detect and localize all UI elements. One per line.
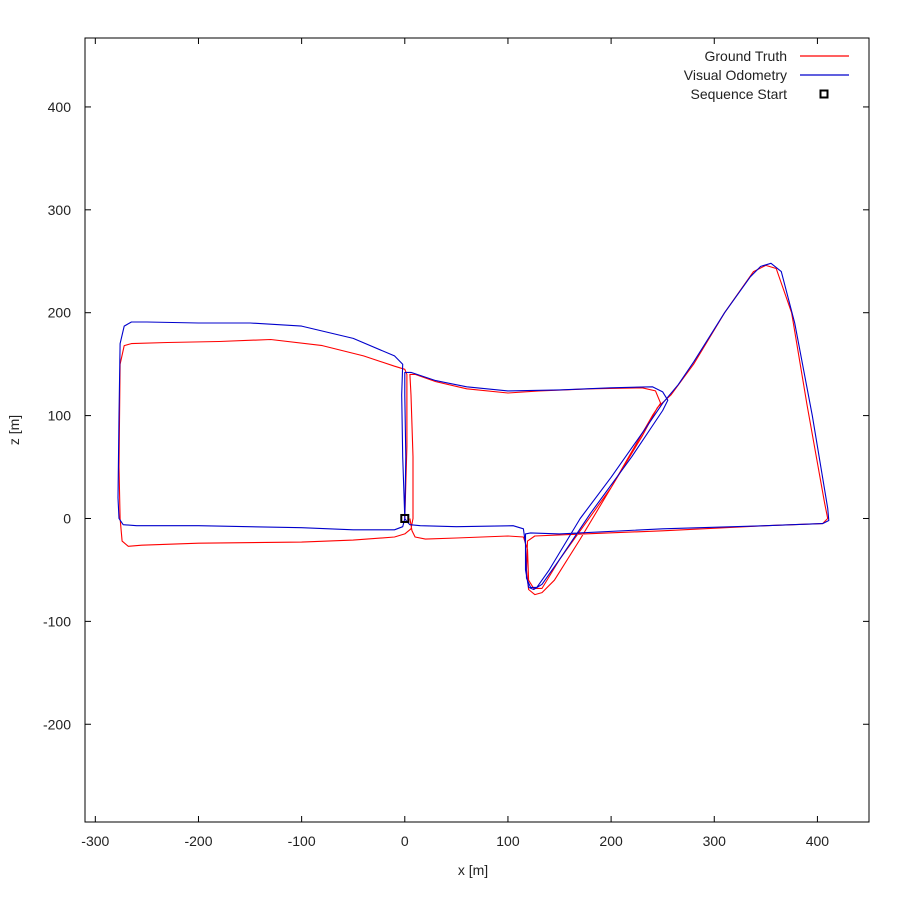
plot-frame [84, 37, 870, 823]
legend-label-visual-odometry: Visual Odometry [684, 67, 787, 83]
y-tick-label: -100 [43, 613, 71, 629]
x-axis-label: x [m] [458, 862, 488, 878]
series-layer [117, 262, 830, 596]
y-axis-label: z [m] [6, 415, 22, 445]
axis-ticks: -300 -200 -100 0 100 200 300 400 -200 -100 0 100 200… [43, 38, 869, 849]
x-tick-label: 100 [496, 833, 520, 849]
ground-truth-line [118, 264, 829, 596]
sequence-start-marker [400, 513, 410, 523]
y-tick-label: 200 [48, 305, 72, 321]
x-tick-label: 400 [806, 833, 830, 849]
marker-layer [400, 513, 410, 523]
x-tick-label: 200 [599, 833, 623, 849]
y-tick-label: 300 [48, 202, 72, 218]
y-tick-label: 0 [63, 510, 71, 526]
y-tick-label: 100 [48, 408, 72, 424]
x-tick-label: -100 [288, 833, 316, 849]
y-tick-label: -200 [43, 716, 71, 732]
legend: Ground Truth Visual Odometry Sequence St… [684, 48, 849, 102]
x-tick-label: 300 [703, 833, 727, 849]
legend-label-sequence-start: Sequence Start [690, 86, 787, 102]
y-tick-label: 400 [48, 99, 72, 115]
x-tick-label: -300 [81, 833, 109, 849]
x-tick-label: -200 [184, 833, 212, 849]
visual-odometry-line [117, 262, 830, 591]
x-tick-label: 0 [401, 833, 409, 849]
legend-swatch-sequence-start [819, 89, 829, 99]
legend-label-ground-truth: Ground Truth [705, 48, 788, 64]
